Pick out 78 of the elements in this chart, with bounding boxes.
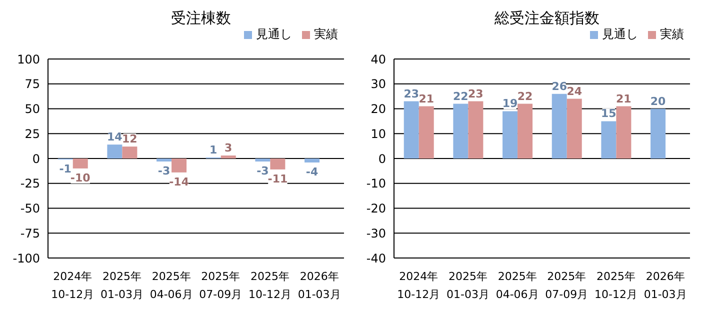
- y-tick-label: -40: [366, 251, 386, 266]
- x-tick-label: 2025年 01-03月: [100, 270, 144, 301]
- y-tick-label: 10: [370, 126, 386, 141]
- data-label: 1: [210, 144, 218, 157]
- x-tick-label: 2025年 07-09月: [199, 270, 242, 301]
- data-label: 21: [616, 92, 632, 106]
- bar: [418, 106, 434, 158]
- bar: [404, 101, 419, 158]
- bar: [304, 158, 320, 162]
- y-tick-label: 50: [24, 102, 40, 116]
- chart-title: 総受注金額指数: [494, 8, 600, 28]
- data-label: 21: [418, 92, 434, 106]
- data-label: -1: [59, 162, 72, 176]
- data-label: 23: [468, 87, 484, 100]
- data-label: 14: [107, 130, 123, 144]
- bar: [453, 104, 468, 158]
- y-tick-label: 25: [24, 126, 40, 141]
- data-label: -14: [169, 175, 190, 188]
- bar: [122, 146, 138, 158]
- y-tick-label: 0: [32, 152, 40, 166]
- x-tick-label: 2025年 04-06月: [496, 270, 539, 301]
- data-label: 19: [502, 97, 518, 110]
- legend-label: 見通し: [256, 27, 292, 41]
- y-tick-label: 75: [24, 77, 40, 92]
- data-label: -4: [306, 165, 318, 178]
- x-tick-label: 2026年 01-03月: [298, 270, 341, 301]
- data-label: 3: [224, 142, 232, 155]
- y-tick-label: 20: [370, 102, 386, 116]
- data-label: -10: [70, 171, 91, 184]
- bar: [172, 158, 187, 172]
- bar: [552, 94, 567, 158]
- x-tick-label: 2025年 04-06月: [150, 270, 193, 301]
- y-tick-label: 30: [370, 77, 386, 92]
- y-tick-label: 100: [17, 52, 40, 66]
- data-label: 12: [122, 132, 138, 146]
- legend-label: 実績: [660, 27, 684, 41]
- data-label: 23: [404, 87, 420, 100]
- data-label: 22: [517, 90, 533, 103]
- y-tick-label: 40: [370, 52, 386, 66]
- legend-label: 見通し: [602, 27, 638, 41]
- bar: [650, 108, 666, 158]
- bar: [220, 156, 236, 158]
- data-label: -3: [256, 164, 269, 178]
- x-tick-label: 2025年 01-03月: [446, 270, 490, 301]
- x-tick-label: 2024年 10-12月: [51, 270, 94, 301]
- y-tick-label: -30: [366, 226, 386, 240]
- y-tick-label: -25: [20, 176, 40, 191]
- y-tick-label: -10: [366, 176, 386, 191]
- y-tick-label: -20: [366, 202, 386, 216]
- data-label: 26: [552, 80, 568, 93]
- data-label: 20: [650, 94, 666, 108]
- data-label: -11: [268, 172, 288, 186]
- x-tick-label: 2025年 10-12月: [594, 270, 638, 301]
- chart-title: 受注棟数: [170, 8, 232, 28]
- y-tick-label: -100: [12, 251, 40, 266]
- data-label: 22: [453, 90, 468, 103]
- y-tick-label: 0: [378, 152, 386, 166]
- bar: [518, 104, 533, 158]
- bar: [468, 101, 484, 158]
- x-tick-label: 2024年 10-12月: [397, 270, 440, 301]
- x-tick-label: 2025年 10-12月: [248, 270, 292, 301]
- y-tick-label: -75: [20, 226, 40, 240]
- x-tick-label: 2025年 07-09月: [545, 270, 588, 301]
- bar: [502, 111, 518, 158]
- data-label: 24: [566, 84, 582, 98]
- legend-label: 実績: [314, 27, 338, 41]
- bar: [255, 158, 270, 162]
- x-tick-label: 2026年 01-03月: [644, 270, 687, 301]
- bar: [107, 144, 122, 158]
- bar: [72, 158, 88, 168]
- y-tick-label: -50: [20, 202, 40, 216]
- bar: [616, 106, 632, 158]
- bar: [270, 158, 286, 170]
- bar: [566, 98, 582, 158]
- bar: [601, 121, 616, 158]
- bar: [156, 158, 172, 162]
- data-label: 15: [601, 107, 616, 120]
- data-label: -3: [158, 164, 170, 178]
